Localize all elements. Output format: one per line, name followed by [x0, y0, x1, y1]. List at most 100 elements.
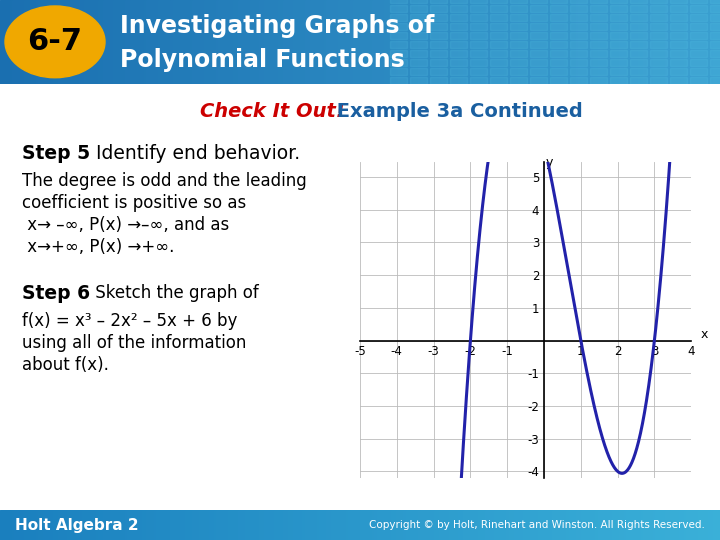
Bar: [0, 510, 4, 540]
Bar: [45, 510, 49, 540]
Bar: [610, 14, 627, 21]
Bar: [614, 510, 618, 540]
Bar: [60, 0, 63, 84]
Bar: [22, 0, 25, 84]
Bar: [175, 0, 179, 84]
Bar: [17, 0, 20, 84]
Bar: [630, 23, 647, 30]
Bar: [130, 510, 133, 540]
Bar: [34, 0, 37, 84]
Bar: [209, 510, 212, 540]
Bar: [235, 510, 238, 540]
Bar: [252, 510, 256, 540]
Bar: [574, 0, 577, 84]
Bar: [79, 510, 83, 540]
Bar: [48, 510, 51, 540]
Bar: [646, 510, 649, 540]
Bar: [590, 23, 607, 30]
Bar: [516, 510, 519, 540]
Bar: [146, 0, 150, 84]
Bar: [312, 0, 315, 84]
Bar: [14, 510, 18, 540]
Bar: [670, 23, 687, 30]
Bar: [590, 0, 607, 3]
Bar: [490, 5, 507, 12]
Bar: [410, 0, 427, 3]
Bar: [650, 59, 667, 66]
Bar: [550, 0, 567, 3]
Bar: [626, 510, 630, 540]
Bar: [533, 510, 536, 540]
Bar: [708, 0, 711, 84]
Bar: [53, 510, 56, 540]
Bar: [610, 50, 627, 57]
Bar: [382, 510, 385, 540]
Bar: [583, 0, 587, 84]
Bar: [158, 510, 162, 540]
Bar: [670, 14, 687, 21]
Bar: [542, 0, 546, 84]
Bar: [214, 510, 217, 540]
Bar: [612, 0, 616, 84]
Bar: [518, 0, 522, 84]
Bar: [74, 510, 78, 540]
Bar: [630, 50, 647, 57]
Bar: [475, 0, 479, 84]
Bar: [691, 0, 695, 84]
Bar: [549, 510, 553, 540]
Bar: [168, 510, 171, 540]
Bar: [574, 510, 577, 540]
Bar: [710, 68, 720, 75]
Bar: [139, 0, 143, 84]
Bar: [338, 0, 342, 84]
Bar: [710, 0, 720, 3]
Bar: [351, 0, 354, 84]
Bar: [540, 0, 544, 84]
Bar: [31, 510, 35, 540]
Bar: [670, 41, 687, 48]
Bar: [173, 510, 176, 540]
Bar: [690, 23, 707, 30]
Bar: [240, 510, 243, 540]
Bar: [89, 510, 92, 540]
Bar: [257, 510, 260, 540]
Bar: [286, 0, 289, 84]
Bar: [9, 0, 13, 84]
Bar: [341, 0, 344, 84]
Bar: [295, 0, 299, 84]
Bar: [132, 0, 135, 84]
Bar: [336, 510, 339, 540]
Bar: [271, 0, 274, 84]
Bar: [329, 510, 332, 540]
Bar: [91, 0, 94, 84]
Bar: [216, 510, 220, 540]
Bar: [187, 510, 191, 540]
Bar: [530, 50, 547, 57]
Bar: [495, 510, 498, 540]
Bar: [441, 510, 445, 540]
Bar: [470, 0, 487, 3]
Bar: [396, 0, 400, 84]
Bar: [192, 0, 195, 84]
Bar: [324, 0, 328, 84]
Bar: [187, 0, 191, 84]
Text: Sketch the graph of: Sketch the graph of: [90, 284, 258, 302]
Text: f(x) = x³ – 2x² – 5x + 6 by: f(x) = x³ – 2x² – 5x + 6 by: [22, 312, 238, 330]
Bar: [223, 0, 227, 84]
Bar: [559, 510, 562, 540]
Bar: [390, 68, 407, 75]
Bar: [588, 0, 591, 84]
Text: x→ –∞, P(x) →–∞, and as: x→ –∞, P(x) →–∞, and as: [22, 215, 229, 234]
Bar: [446, 0, 450, 84]
Bar: [22, 510, 25, 540]
Bar: [132, 510, 135, 540]
Bar: [125, 510, 128, 540]
Bar: [410, 5, 427, 12]
Bar: [509, 510, 512, 540]
Bar: [156, 0, 159, 84]
Bar: [403, 0, 407, 84]
Bar: [590, 5, 607, 12]
Bar: [341, 510, 344, 540]
Bar: [621, 510, 625, 540]
Bar: [675, 0, 678, 84]
